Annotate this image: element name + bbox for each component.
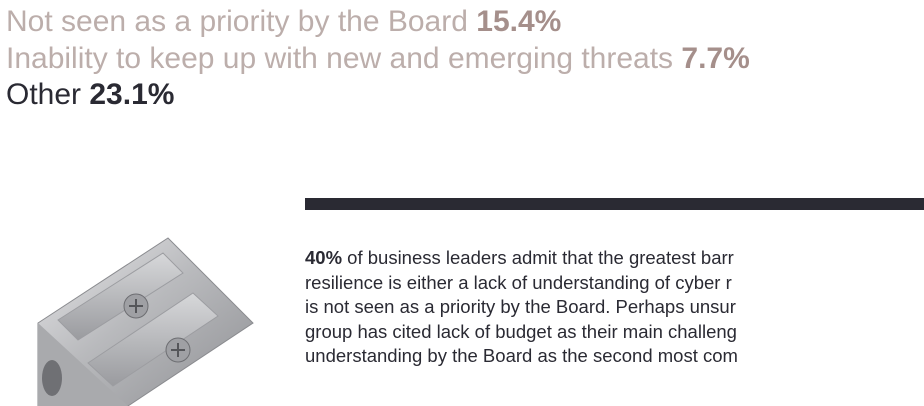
- divider-bar: [305, 198, 924, 210]
- legend-item: Inability to keep up with new and emergi…: [6, 41, 924, 78]
- paragraph-line: understanding by the Board as the second…: [305, 345, 738, 367]
- legend-value: 15.4%: [476, 5, 562, 38]
- paragraph-line: is not seen as a priority by the Board. …: [305, 296, 736, 318]
- legend-label: Not seen as a priority by the Board: [6, 5, 468, 38]
- legend-value: 23.1%: [89, 78, 175, 111]
- legend-label: Inability to keep up with new and emergi…: [6, 41, 674, 75]
- paragraph-lead: 40%: [305, 247, 343, 268]
- legend: Not seen as a priority by the Board 15.4…: [6, 4, 924, 114]
- paragraph-line: 40% of business leaders admit that the g…: [305, 246, 924, 271]
- legend-label: Other: [6, 78, 82, 111]
- paragraph-line: resilience is either a lack of understan…: [305, 271, 732, 293]
- legend-item: Not seen as a priority by the Board 15.4…: [6, 4, 924, 41]
- legend-value: 7.7%: [681, 41, 750, 75]
- legend-item: Other 23.1%: [6, 77, 924, 114]
- paragraph: 40% of business leaders admit that the g…: [305, 246, 924, 369]
- paragraph-text: of business leaders admit that the great…: [342, 247, 734, 268]
- paragraph-line: group has cited lack of budget as their …: [305, 320, 737, 342]
- sharpener-image: [37, 237, 254, 406]
